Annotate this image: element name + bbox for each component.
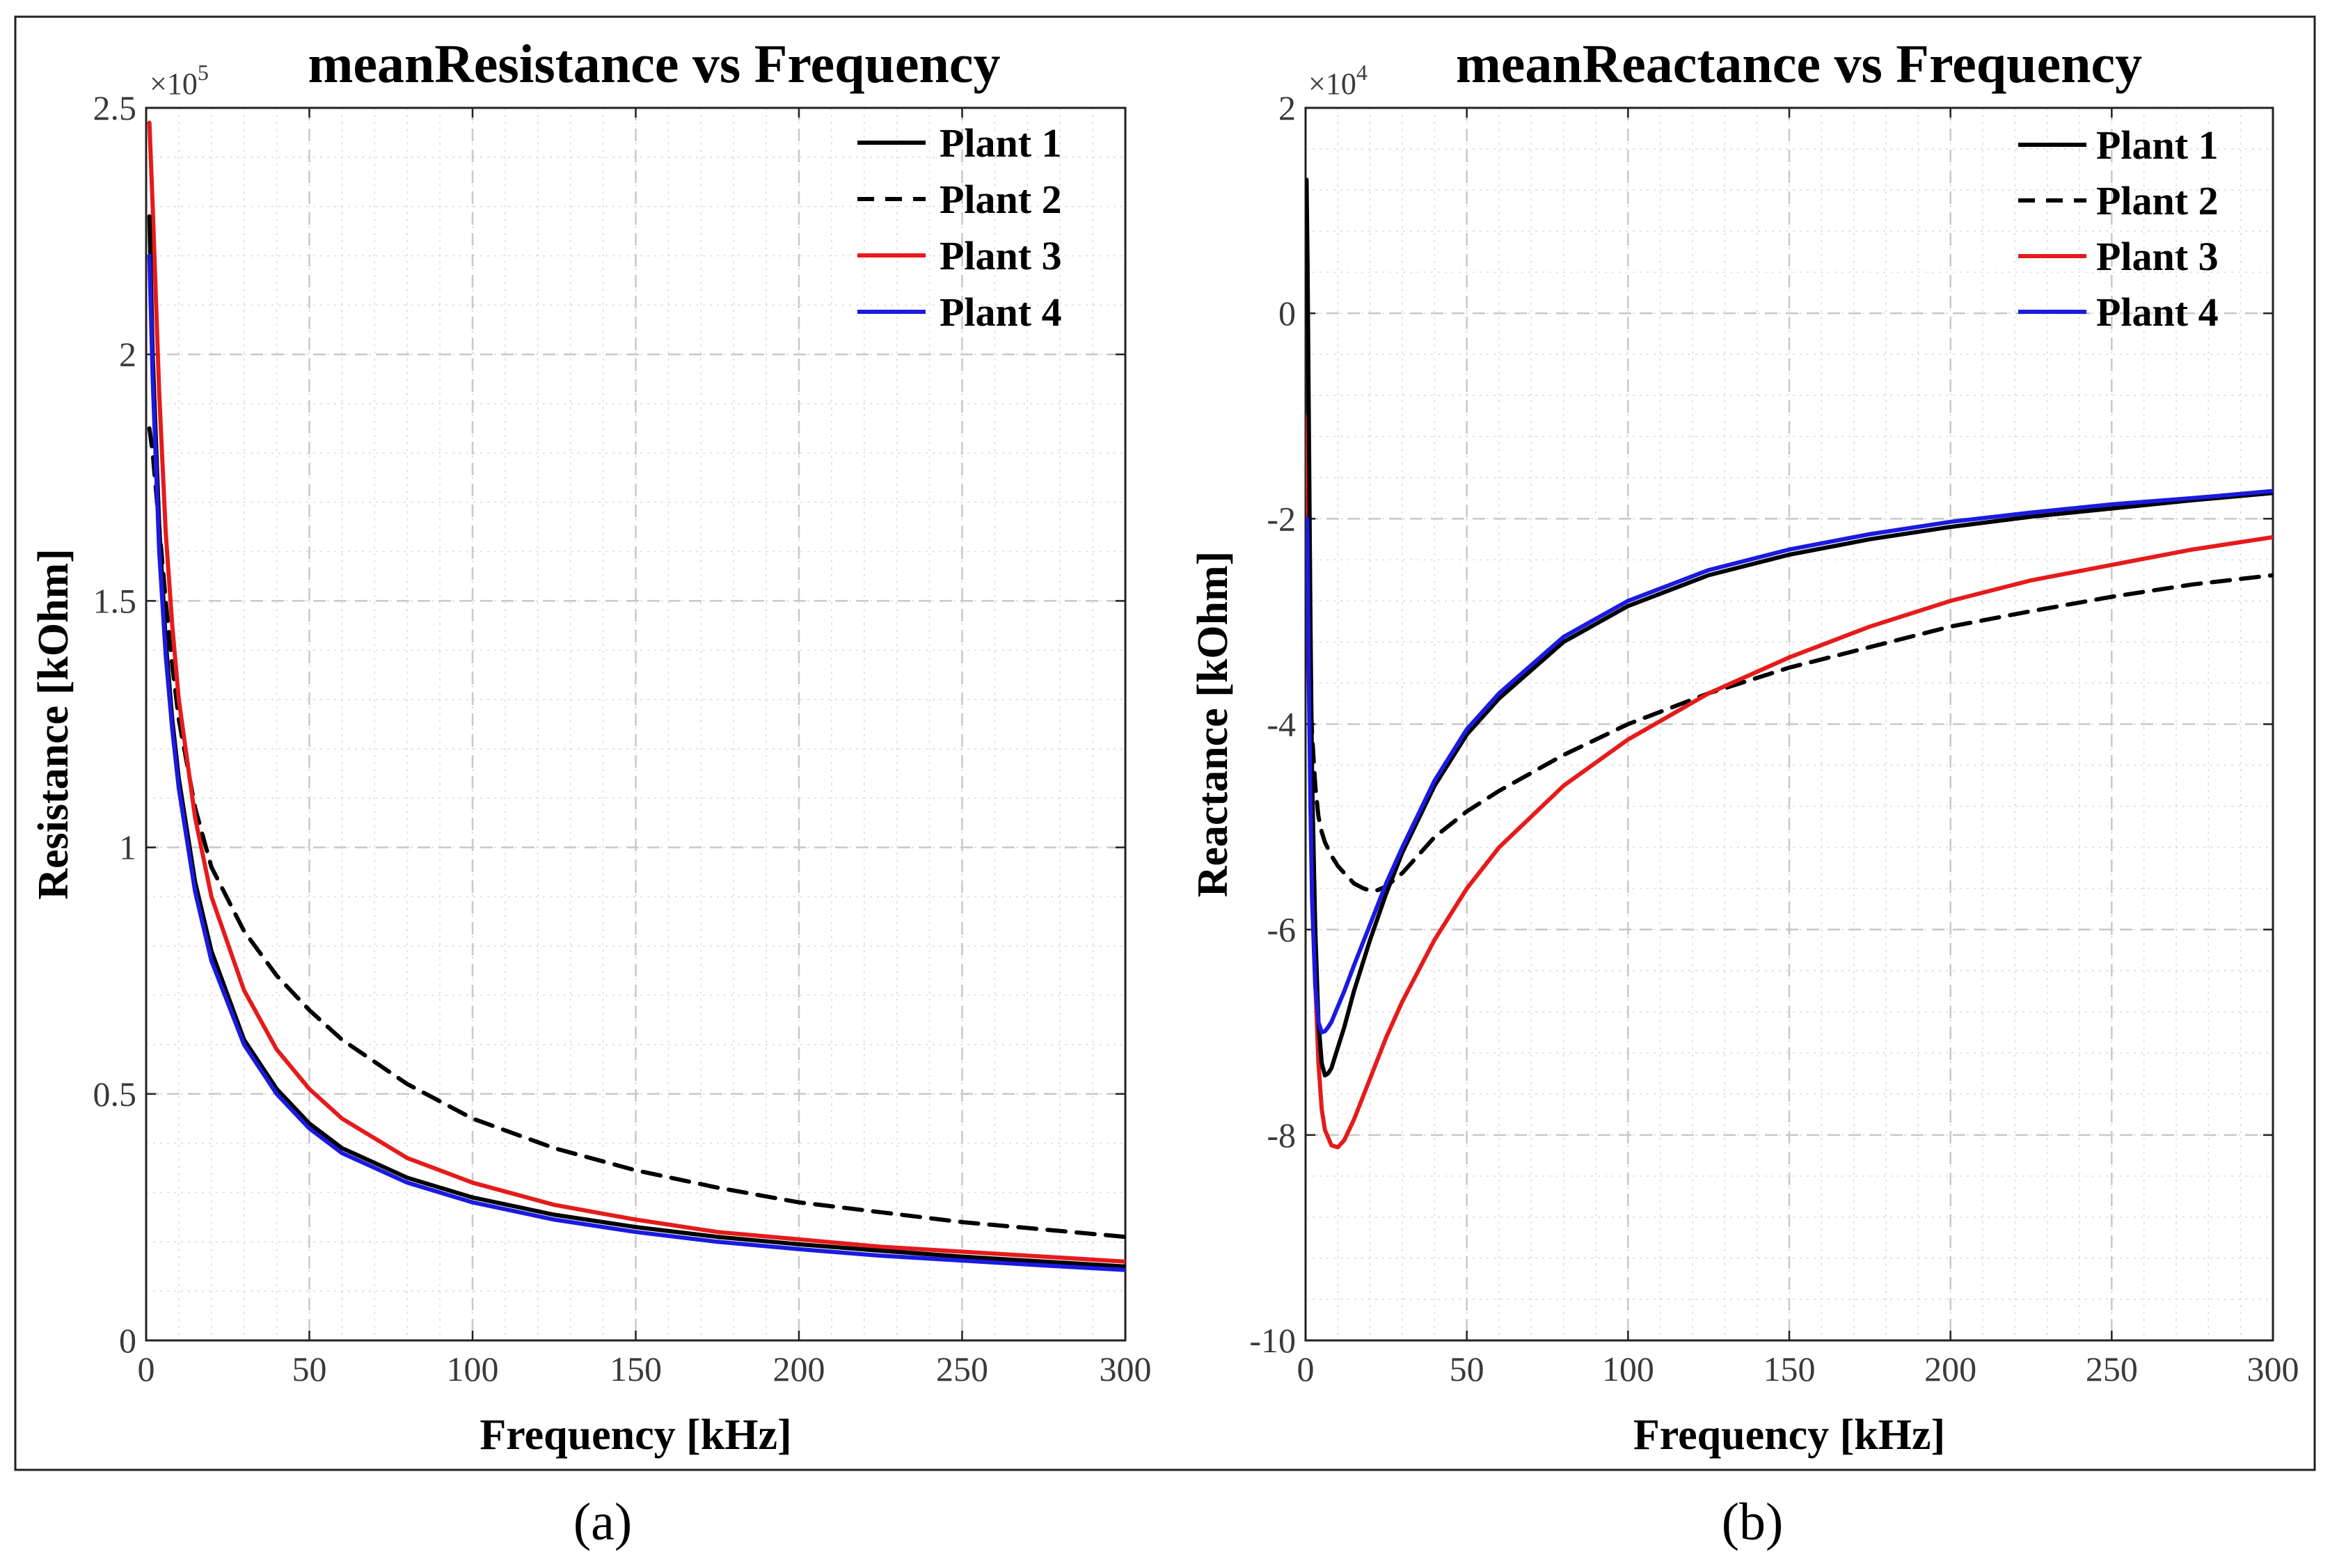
y-tick-label: 2 bbox=[1278, 88, 1296, 127]
y-tick-label: 2 bbox=[119, 335, 136, 374]
x-tick-label: 100 bbox=[447, 1349, 499, 1388]
y-tick-label: 2.5 bbox=[93, 88, 137, 127]
series-line-plant-1 bbox=[1306, 177, 2273, 1078]
y-tick-label: 1 bbox=[119, 828, 136, 867]
y-exponent-power: 4 bbox=[1356, 60, 1368, 85]
y-exponent-base: ×10 bbox=[150, 67, 198, 101]
y-exponent-power: 5 bbox=[198, 60, 209, 85]
y-tick-label: 0 bbox=[119, 1321, 136, 1360]
series-line-plant-2 bbox=[147, 426, 1125, 1240]
x-axis-title: Frequency [kHz] bbox=[480, 1411, 791, 1459]
x-tick-label: 150 bbox=[1764, 1349, 1816, 1388]
legend: Plant 1 Plant 2 Plant 3 Plant 4 bbox=[857, 120, 1062, 335]
series-group bbox=[1306, 177, 2273, 1150]
x-tick-label: 300 bbox=[2247, 1349, 2299, 1388]
series-line-plant-4 bbox=[147, 253, 1125, 1272]
y-exponent-label: ×105 bbox=[150, 60, 209, 101]
x-tick-label: 250 bbox=[2086, 1349, 2138, 1388]
legend-label-plant-4: Plant 4 bbox=[940, 290, 1062, 335]
legend-label-plant-1: Plant 1 bbox=[940, 120, 1062, 166]
x-tick-label: 0 bbox=[1297, 1349, 1315, 1388]
x-tick-label: 0 bbox=[138, 1349, 155, 1388]
legend-label-plant-2: Plant 2 bbox=[940, 177, 1062, 222]
x-tick-label: 100 bbox=[1602, 1349, 1654, 1388]
chart-title: meanResistance vs Frequency bbox=[308, 33, 1000, 94]
y-axis-title: Reactance [kOhm] bbox=[1189, 551, 1237, 898]
legend-label-plant-3: Plant 3 bbox=[2096, 234, 2219, 279]
x-tick-label: 50 bbox=[292, 1349, 327, 1388]
x-tick-label: 200 bbox=[773, 1349, 825, 1388]
x-tick-label: 250 bbox=[936, 1349, 988, 1388]
y-exponent-base: ×10 bbox=[1308, 67, 1356, 101]
y-tick-label: 0.5 bbox=[93, 1075, 137, 1114]
series-line-plant-4 bbox=[1306, 489, 2273, 1035]
legend-label-plant-4: Plant 4 bbox=[2096, 290, 2219, 335]
panel-label-a: (a) bbox=[573, 1493, 632, 1551]
legend-label-plant-3: Plant 3 bbox=[940, 233, 1062, 278]
chart-a: 0 50 100 150 200 250 300 0 0.5 1 1.5 2 2.5 ×105 meanRe… bbox=[30, 33, 1152, 1459]
y-exponent-label: ×104 bbox=[1308, 60, 1368, 101]
legend-label-plant-1: Plant 1 bbox=[2096, 122, 2219, 168]
legend: Plant 1 Plant 2 Plant 3 Plant 4 bbox=[2018, 122, 2219, 335]
y-tick-label: 1.5 bbox=[93, 581, 137, 620]
x-tick-label: 300 bbox=[1100, 1349, 1152, 1388]
chart-title: meanReactance vs Frequency bbox=[1456, 33, 2142, 94]
chart-b: 0 50 100 150 200 250 300 -10 -8 -6 -4 -2 0 2 ×104 meanR… bbox=[1189, 33, 2299, 1459]
x-axis-title: Frequency [kHz] bbox=[1633, 1411, 1945, 1459]
y-tick-label: -10 bbox=[1249, 1321, 1296, 1360]
panel-label-b: (b) bbox=[1722, 1493, 1784, 1551]
y-tick-label: -6 bbox=[1267, 910, 1296, 949]
series-group bbox=[147, 120, 1125, 1272]
x-tick-label: 50 bbox=[1450, 1349, 1484, 1388]
figure-frame bbox=[14, 15, 2316, 1471]
y-tick-label: 0 bbox=[1278, 294, 1296, 333]
legend-label-plant-2: Plant 2 bbox=[2096, 178, 2219, 223]
x-tick-label: 150 bbox=[610, 1349, 662, 1388]
x-tick-label: 200 bbox=[1924, 1349, 1976, 1388]
y-tick-label: -4 bbox=[1267, 705, 1296, 744]
y-axis-title: Resistance [kOhm] bbox=[30, 548, 77, 900]
y-tick-label: -2 bbox=[1267, 499, 1296, 538]
y-tick-label: -8 bbox=[1267, 1116, 1296, 1155]
series-line-plant-3 bbox=[147, 120, 1125, 1264]
